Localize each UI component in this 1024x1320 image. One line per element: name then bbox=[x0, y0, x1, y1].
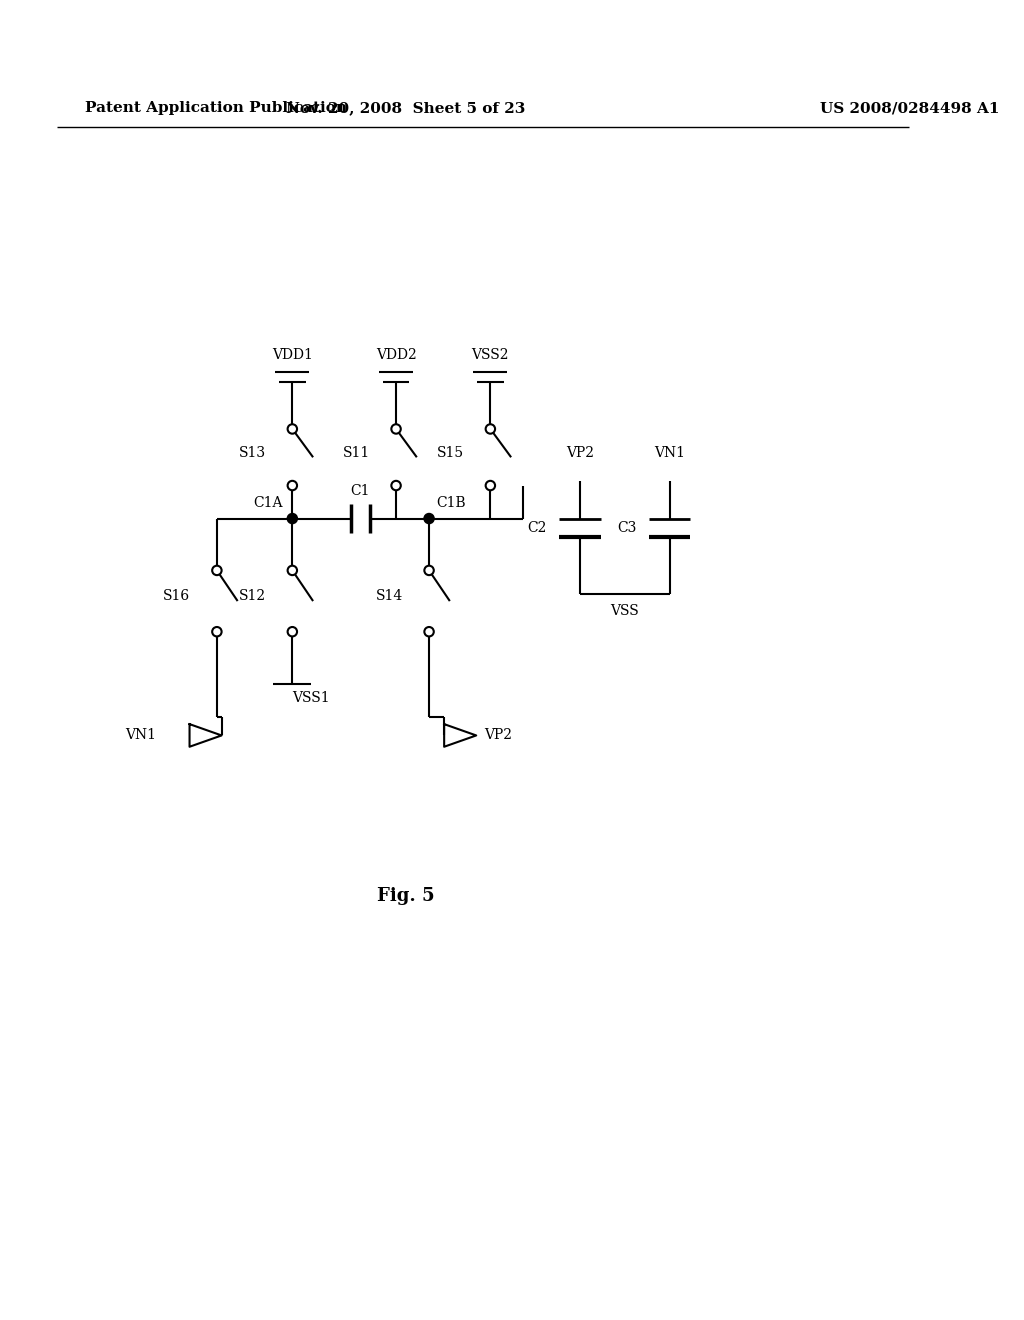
Text: S11: S11 bbox=[342, 446, 370, 459]
Circle shape bbox=[212, 627, 221, 636]
Text: VSS1: VSS1 bbox=[292, 690, 330, 705]
Circle shape bbox=[288, 424, 297, 434]
Text: S14: S14 bbox=[376, 589, 402, 603]
Text: C2: C2 bbox=[527, 521, 547, 535]
Text: VN1: VN1 bbox=[654, 446, 685, 459]
Text: VP2: VP2 bbox=[566, 446, 594, 459]
Text: C1B: C1B bbox=[436, 496, 466, 511]
Text: Nov. 20, 2008  Sheet 5 of 23: Nov. 20, 2008 Sheet 5 of 23 bbox=[286, 102, 525, 115]
Circle shape bbox=[288, 513, 297, 523]
Text: S16: S16 bbox=[164, 589, 190, 603]
Text: S13: S13 bbox=[239, 446, 266, 459]
Text: Fig. 5: Fig. 5 bbox=[377, 887, 434, 904]
Circle shape bbox=[288, 480, 297, 490]
Text: C1A: C1A bbox=[253, 496, 283, 511]
Circle shape bbox=[288, 627, 297, 636]
Text: VSS2: VSS2 bbox=[472, 348, 509, 363]
Text: VP2: VP2 bbox=[483, 729, 512, 742]
Text: VDD2: VDD2 bbox=[376, 348, 417, 363]
Circle shape bbox=[485, 480, 495, 490]
Text: S15: S15 bbox=[437, 446, 464, 459]
Text: US 2008/0284498 A1: US 2008/0284498 A1 bbox=[820, 102, 999, 115]
Text: VDD1: VDD1 bbox=[272, 348, 312, 363]
Text: VSS: VSS bbox=[610, 605, 639, 618]
Circle shape bbox=[288, 566, 297, 576]
Text: S12: S12 bbox=[239, 589, 266, 603]
Circle shape bbox=[424, 627, 434, 636]
Text: VN1: VN1 bbox=[126, 729, 157, 742]
Circle shape bbox=[212, 566, 221, 576]
Text: C3: C3 bbox=[617, 521, 637, 535]
Text: Patent Application Publication: Patent Application Publication bbox=[85, 102, 347, 115]
Circle shape bbox=[485, 424, 495, 434]
Circle shape bbox=[424, 513, 434, 523]
Text: C1: C1 bbox=[350, 484, 370, 498]
Circle shape bbox=[424, 566, 434, 576]
Circle shape bbox=[391, 480, 400, 490]
Circle shape bbox=[391, 424, 400, 434]
